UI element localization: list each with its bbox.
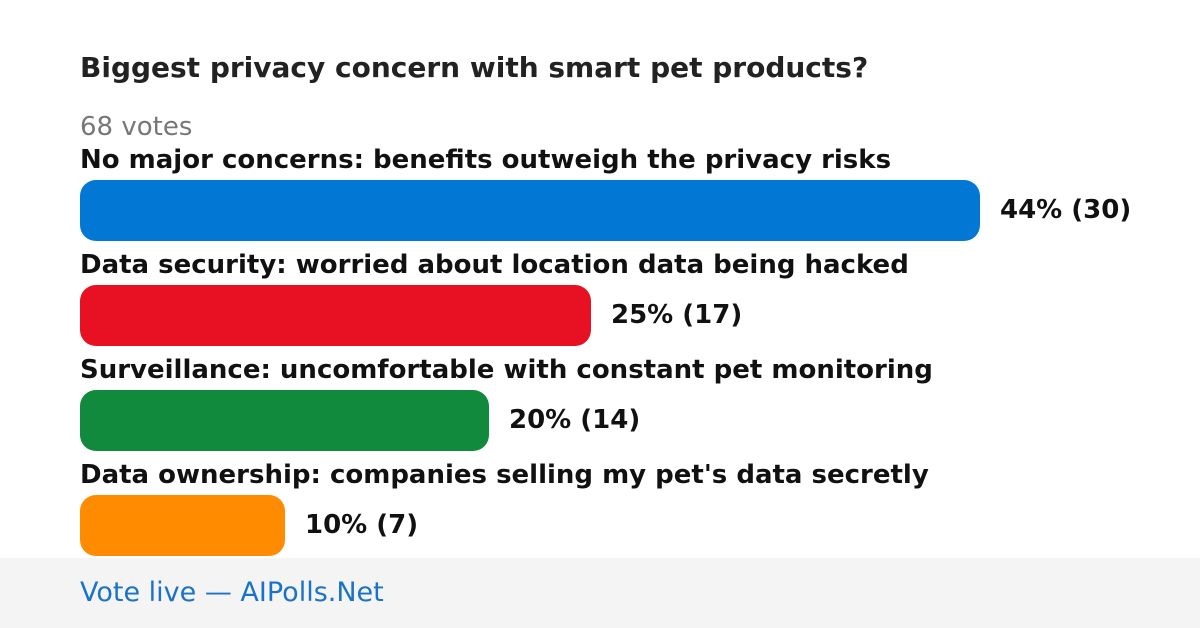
option-label: Data security: worried about location da… bbox=[80, 250, 909, 280]
poll-option[interactable]: Surveillance: uncomfortable with constan… bbox=[80, 353, 1180, 458]
result-value-label: 20% (14) bbox=[509, 405, 641, 435]
result-value-label: 44% (30) bbox=[1000, 195, 1132, 225]
vote-count: 68 votes bbox=[80, 112, 193, 142]
poll-title: Biggest privacy concern with smart pet p… bbox=[80, 51, 869, 84]
result-bar bbox=[80, 390, 489, 451]
result-value-label: 25% (17) bbox=[611, 300, 743, 330]
vote-live-link[interactable]: Vote live — AIPolls.Net bbox=[80, 577, 384, 608]
bar-track: 44% (30) bbox=[80, 180, 1131, 241]
bar-track: 10% (7) bbox=[80, 495, 1100, 556]
result-bar bbox=[80, 180, 980, 241]
result-bar bbox=[80, 285, 591, 346]
poll-option[interactable]: Data security: worried about location da… bbox=[80, 248, 1180, 353]
footer-bar: Vote live — AIPolls.Net bbox=[0, 558, 1200, 628]
result-value-label: 10% (7) bbox=[305, 510, 419, 540]
option-label: No major concerns: benefits outweigh the… bbox=[80, 145, 892, 175]
option-label: Surveillance: uncomfortable with constan… bbox=[80, 355, 933, 385]
poll-option[interactable]: Data ownership: companies selling my pet… bbox=[80, 458, 1180, 563]
bar-track: 20% (14) bbox=[80, 390, 1100, 451]
result-bar bbox=[80, 495, 285, 556]
option-label: Data ownership: companies selling my pet… bbox=[80, 460, 929, 490]
poll-option[interactable]: No major concerns: benefits outweigh the… bbox=[80, 143, 1180, 248]
bar-track: 25% (17) bbox=[80, 285, 1100, 346]
